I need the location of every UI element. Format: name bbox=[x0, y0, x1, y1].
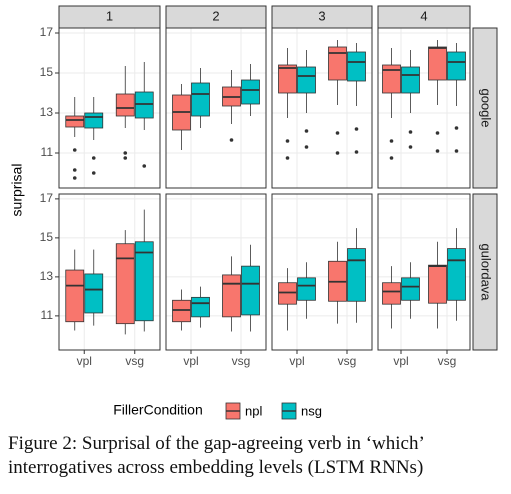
chart: surprisal FillerCondition 1 2 3 4 google gulo… bbox=[9, 5, 498, 420]
box bbox=[115, 93, 135, 117]
outlier bbox=[91, 156, 96, 160]
box bbox=[191, 82, 210, 117]
box bbox=[328, 46, 347, 81]
x-tick-label: vsg bbox=[338, 354, 357, 368]
outlier bbox=[304, 145, 309, 149]
outlier bbox=[335, 131, 340, 135]
panel-border bbox=[377, 193, 471, 351]
box bbox=[297, 66, 316, 94]
box bbox=[347, 51, 366, 82]
outlier bbox=[304, 129, 309, 133]
x-tick-label: vpl bbox=[393, 354, 408, 368]
box bbox=[222, 274, 241, 318]
facet-label: google bbox=[479, 88, 494, 127]
legend-title: FillerCondition bbox=[113, 402, 202, 418]
legend-label: nsg bbox=[301, 403, 322, 418]
outlier bbox=[123, 151, 128, 155]
box bbox=[447, 51, 466, 81]
panel-border bbox=[271, 193, 373, 351]
outlier bbox=[389, 139, 394, 143]
box bbox=[382, 64, 401, 94]
y-tick-label: 15 bbox=[40, 65, 54, 79]
outlier bbox=[142, 164, 147, 168]
facet-label: 1 bbox=[106, 8, 113, 23]
box bbox=[84, 112, 104, 129]
outlier bbox=[435, 149, 440, 153]
facet-label: 2 bbox=[212, 8, 219, 23]
x-tick-label: vsg bbox=[232, 354, 251, 368]
box bbox=[297, 277, 316, 301]
panel-border bbox=[58, 193, 161, 351]
panel-border bbox=[165, 27, 267, 189]
facet-strip bbox=[472, 27, 498, 189]
box bbox=[134, 91, 154, 119]
y-tick-label: 11 bbox=[41, 308, 54, 322]
outlier bbox=[354, 127, 359, 131]
outlier bbox=[123, 156, 128, 160]
box bbox=[401, 66, 420, 94]
panel-border bbox=[165, 193, 267, 351]
outlier bbox=[285, 156, 290, 160]
box bbox=[428, 264, 447, 304]
y-tick-label: 17 bbox=[40, 25, 54, 39]
outlier bbox=[389, 156, 394, 160]
outlier bbox=[91, 171, 96, 175]
outlier bbox=[454, 149, 459, 153]
outlier bbox=[72, 148, 77, 152]
outlier bbox=[72, 176, 77, 180]
box bbox=[382, 282, 401, 305]
y-tick-label: 13 bbox=[40, 269, 54, 283]
x-tick-label: vpl bbox=[77, 354, 92, 368]
box bbox=[347, 248, 366, 302]
box bbox=[241, 265, 260, 316]
box bbox=[172, 299, 191, 323]
facet-label: 4 bbox=[420, 8, 427, 23]
box bbox=[84, 273, 104, 314]
outlier bbox=[229, 138, 234, 142]
outlier bbox=[285, 139, 290, 143]
x-tick-label: vsg bbox=[125, 354, 144, 368]
panel-border bbox=[58, 27, 161, 189]
outlier bbox=[454, 126, 459, 130]
facet-label: 3 bbox=[318, 8, 325, 23]
x-tick-label: vpl bbox=[183, 354, 198, 368]
outlier bbox=[335, 151, 340, 155]
box bbox=[191, 296, 210, 318]
box bbox=[241, 79, 260, 105]
outlier bbox=[408, 145, 413, 149]
outlier bbox=[354, 150, 359, 154]
box bbox=[401, 277, 420, 301]
box bbox=[447, 248, 466, 301]
box bbox=[65, 115, 85, 128]
y-tick-label: 17 bbox=[40, 191, 54, 205]
legend-label: npl bbox=[245, 403, 262, 418]
y-axis-label: surprisal bbox=[9, 164, 25, 217]
box bbox=[115, 243, 135, 325]
outlier bbox=[435, 131, 440, 135]
box bbox=[134, 241, 154, 322]
y-tick-label: 15 bbox=[40, 230, 54, 244]
caption: Figure 2: Surprisal of the gap-agreeing … bbox=[8, 433, 424, 478]
x-tick-label: vpl bbox=[289, 354, 304, 368]
facet-label: gulordava bbox=[479, 243, 494, 301]
outlier bbox=[72, 168, 77, 172]
x-tick-label: vsg bbox=[438, 354, 457, 368]
panel-border bbox=[377, 27, 471, 189]
box bbox=[428, 46, 447, 81]
box bbox=[278, 282, 297, 305]
y-tick-label: 13 bbox=[40, 105, 54, 119]
panel-border bbox=[271, 27, 373, 189]
box bbox=[65, 269, 85, 323]
outlier bbox=[408, 130, 413, 134]
facet-strip bbox=[472, 193, 498, 351]
y-tick-label: 11 bbox=[41, 145, 54, 159]
box bbox=[278, 64, 297, 94]
